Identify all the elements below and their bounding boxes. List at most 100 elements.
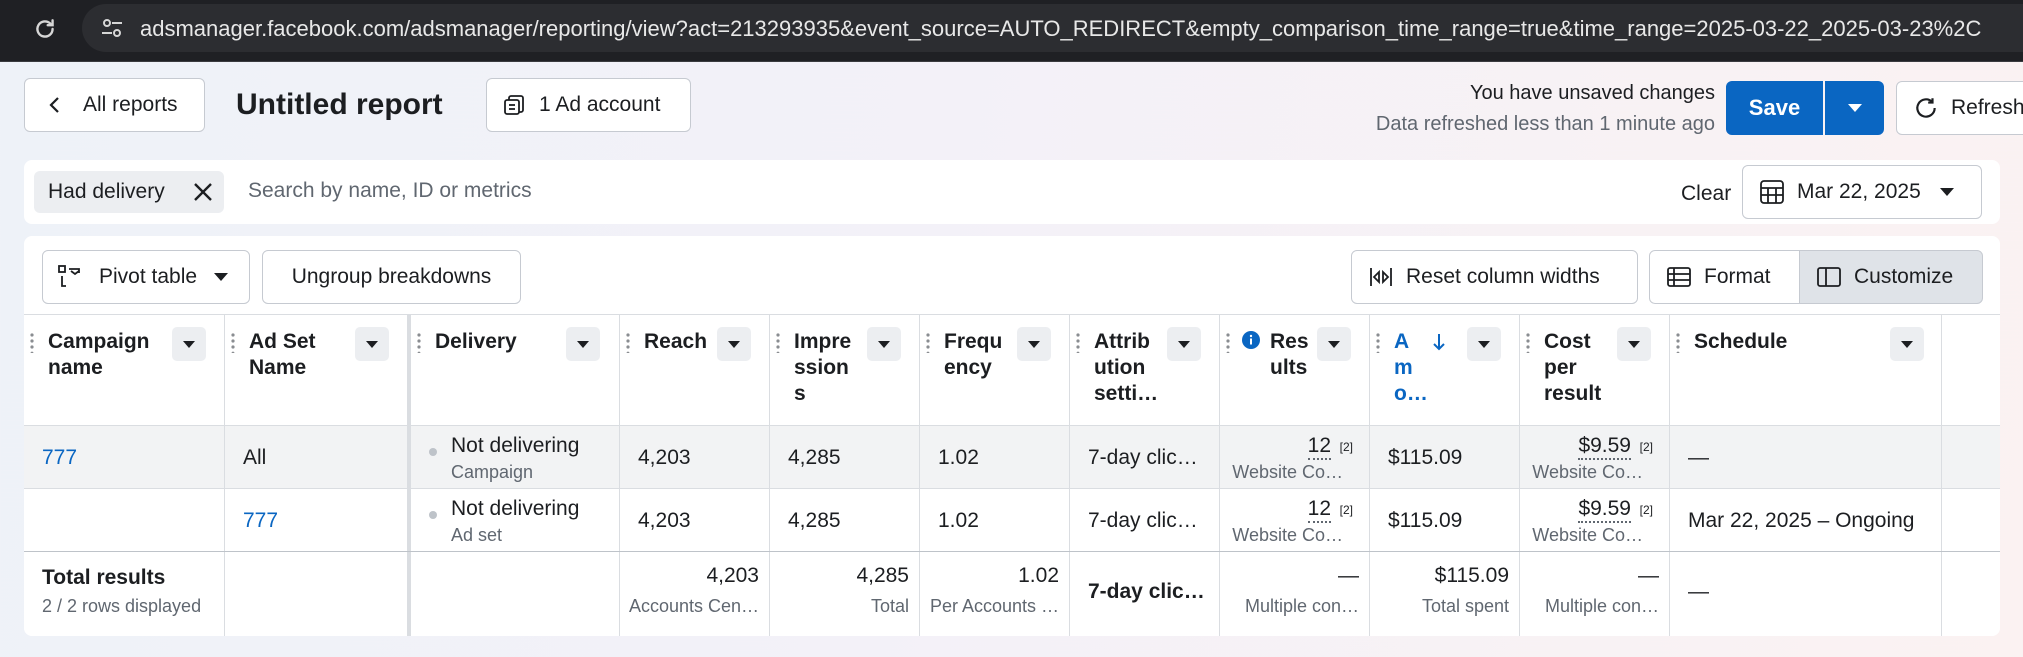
- drag-handle-icon[interactable]: [1676, 333, 1680, 353]
- pivot-table-button[interactable]: Pivot table: [42, 250, 250, 304]
- customize-button[interactable]: Customize: [1799, 250, 1983, 304]
- refresh-icon: [1916, 98, 1936, 118]
- total-schedule-value: —: [1688, 580, 1709, 603]
- column-header-impressions[interactable]: Impressions: [770, 315, 920, 425]
- site-info-icon[interactable]: [100, 17, 124, 39]
- column-header-amount-spent[interactable]: Amo…: [1370, 315, 1520, 425]
- column-header-schedule[interactable]: Schedule: [1670, 315, 1942, 425]
- column-options-button[interactable]: [1317, 327, 1351, 361]
- reset-column-widths-button[interactable]: Reset column widths: [1351, 250, 1638, 304]
- total-reach-value: 4,203: [706, 564, 759, 587]
- cost-per-result-value[interactable]: $9.59: [1578, 434, 1631, 460]
- column-options-button[interactable]: [172, 327, 206, 361]
- drag-handle-icon[interactable]: [1076, 333, 1080, 353]
- total-results-value: —: [1338, 564, 1359, 587]
- drag-handle-icon[interactable]: [1526, 333, 1530, 353]
- address-bar[interactable]: adsmanager.facebook.com/adsmanager/repor…: [82, 4, 2023, 52]
- column-options-button[interactable]: [355, 327, 389, 361]
- amount-spent-value: $115.09: [1388, 446, 1463, 469]
- info-icon[interactable]: [1242, 331, 1260, 349]
- close-icon[interactable]: [192, 181, 214, 203]
- total-impressions-value: 4,285: [856, 564, 909, 587]
- column-header-attribution[interactable]: Attribution setti…: [1070, 315, 1220, 425]
- total-frequency-sub: Per Accounts …: [929, 596, 1059, 616]
- results-footnote: [2]: [1339, 440, 1353, 454]
- caret-down-icon: [1178, 340, 1190, 348]
- all-reports-button[interactable]: All reports: [24, 78, 205, 132]
- ad-account-button[interactable]: 1 Ad account: [486, 78, 691, 132]
- caret-down-icon: [1939, 188, 1954, 196]
- impressions-value: 4,285: [788, 446, 841, 469]
- delivery-level: Campaign: [451, 462, 534, 482]
- column-options-button[interactable]: [717, 327, 751, 361]
- caret-down-icon: [1028, 340, 1040, 348]
- all-reports-label: All reports: [83, 93, 178, 116]
- drag-handle-icon[interactable]: [417, 333, 421, 353]
- column-header-adset[interactable]: Ad Set Name: [225, 315, 411, 425]
- filter-chip-label: Had delivery: [48, 180, 165, 203]
- save-options-button[interactable]: [1825, 81, 1884, 135]
- column-options-button[interactable]: [566, 327, 600, 361]
- table-top-border: [24, 314, 2000, 315]
- drag-handle-icon[interactable]: [776, 333, 780, 353]
- refresh-button[interactable]: Refresh: [1896, 81, 2023, 135]
- column-options-button[interactable]: [1167, 327, 1201, 361]
- column-options-button[interactable]: [867, 327, 901, 361]
- total-results-label: Total results: [42, 566, 166, 589]
- sort-descending-icon[interactable]: [1432, 333, 1446, 351]
- cost-type: Website Co…: [1532, 525, 1643, 545]
- clear-filters-button[interactable]: Clear: [1681, 182, 1732, 205]
- column-options-button[interactable]: [1017, 327, 1051, 361]
- filter-chip-had-delivery[interactable]: Had delivery: [34, 171, 224, 213]
- column-header-cost-per-result[interactable]: Cost per result: [1520, 315, 1670, 425]
- unsaved-changes-text: You have unsaved changes: [1469, 82, 1715, 104]
- column-header-frequency[interactable]: Frequency: [920, 315, 1070, 425]
- column-options-button[interactable]: [1467, 327, 1501, 361]
- column-header-delivery[interactable]: Delivery: [411, 315, 620, 425]
- format-button[interactable]: Format: [1649, 250, 1801, 304]
- adset-name-link[interactable]: 777: [243, 509, 279, 532]
- schedule-value: Mar 22, 2025 – Ongoing: [1688, 509, 1915, 532]
- column-header-label: Cost per result: [1544, 330, 1602, 405]
- caret-down-icon: [1901, 340, 1913, 348]
- column-options-button[interactable]: [1890, 327, 1924, 361]
- column-header-label: Impressions: [794, 330, 852, 405]
- results-value[interactable]: 12: [1307, 497, 1331, 523]
- format-icon: [1667, 267, 1691, 287]
- reload-icon[interactable]: [32, 16, 58, 42]
- drag-handle-icon[interactable]: [1226, 333, 1230, 353]
- amount-spent-value: $115.09: [1388, 509, 1463, 532]
- results-type: Website Co…: [1232, 525, 1343, 545]
- date-label: Mar 22, 2025: [1797, 180, 1921, 203]
- results-footnote: [2]: [1339, 503, 1353, 517]
- ungroup-breakdowns-button[interactable]: Ungroup breakdowns: [262, 250, 521, 304]
- caret-down-icon: [577, 340, 589, 348]
- drag-handle-icon[interactable]: [926, 333, 930, 353]
- reach-value: 4,203: [638, 446, 691, 469]
- caret-down-icon: [1328, 340, 1340, 348]
- column-options-button[interactable]: [1617, 327, 1651, 361]
- results-value[interactable]: 12: [1307, 434, 1331, 460]
- drag-handle-icon[interactable]: [231, 333, 235, 353]
- drag-handle-icon[interactable]: [1376, 333, 1380, 353]
- table-row[interactable]: 777 All Not delivering Campaign 4,203 4,…: [24, 425, 2000, 488]
- url-text[interactable]: adsmanager.facebook.com/adsmanager/repor…: [140, 16, 1982, 41]
- caret-down-icon: [728, 340, 740, 348]
- column-header-campaign[interactable]: Campaign name: [24, 315, 225, 425]
- column-header-results[interactable]: Results: [1220, 315, 1370, 425]
- save-button[interactable]: Save: [1726, 81, 1823, 135]
- pivot-table-icon: [58, 265, 80, 287]
- drag-handle-icon[interactable]: [626, 333, 630, 353]
- customize-label: Customize: [1854, 265, 1954, 288]
- column-header-reach[interactable]: Reach: [620, 315, 770, 425]
- campaign-name-link[interactable]: 777: [42, 446, 78, 469]
- date-picker-button[interactable]: Mar 22, 2025: [1742, 165, 1982, 219]
- table-row[interactable]: 777 Not delivering Ad set 4,203 4,285 1.…: [24, 488, 2000, 551]
- caret-down-icon: [183, 340, 195, 348]
- search-input[interactable]: [248, 170, 1248, 212]
- cost-per-result-value[interactable]: $9.59: [1578, 497, 1631, 523]
- drag-handle-icon[interactable]: [30, 333, 34, 353]
- cost-footnote: [2]: [1639, 440, 1653, 454]
- impressions-value: 4,285: [788, 509, 841, 532]
- total-amount-spent-sub: Total spent: [1421, 596, 1509, 616]
